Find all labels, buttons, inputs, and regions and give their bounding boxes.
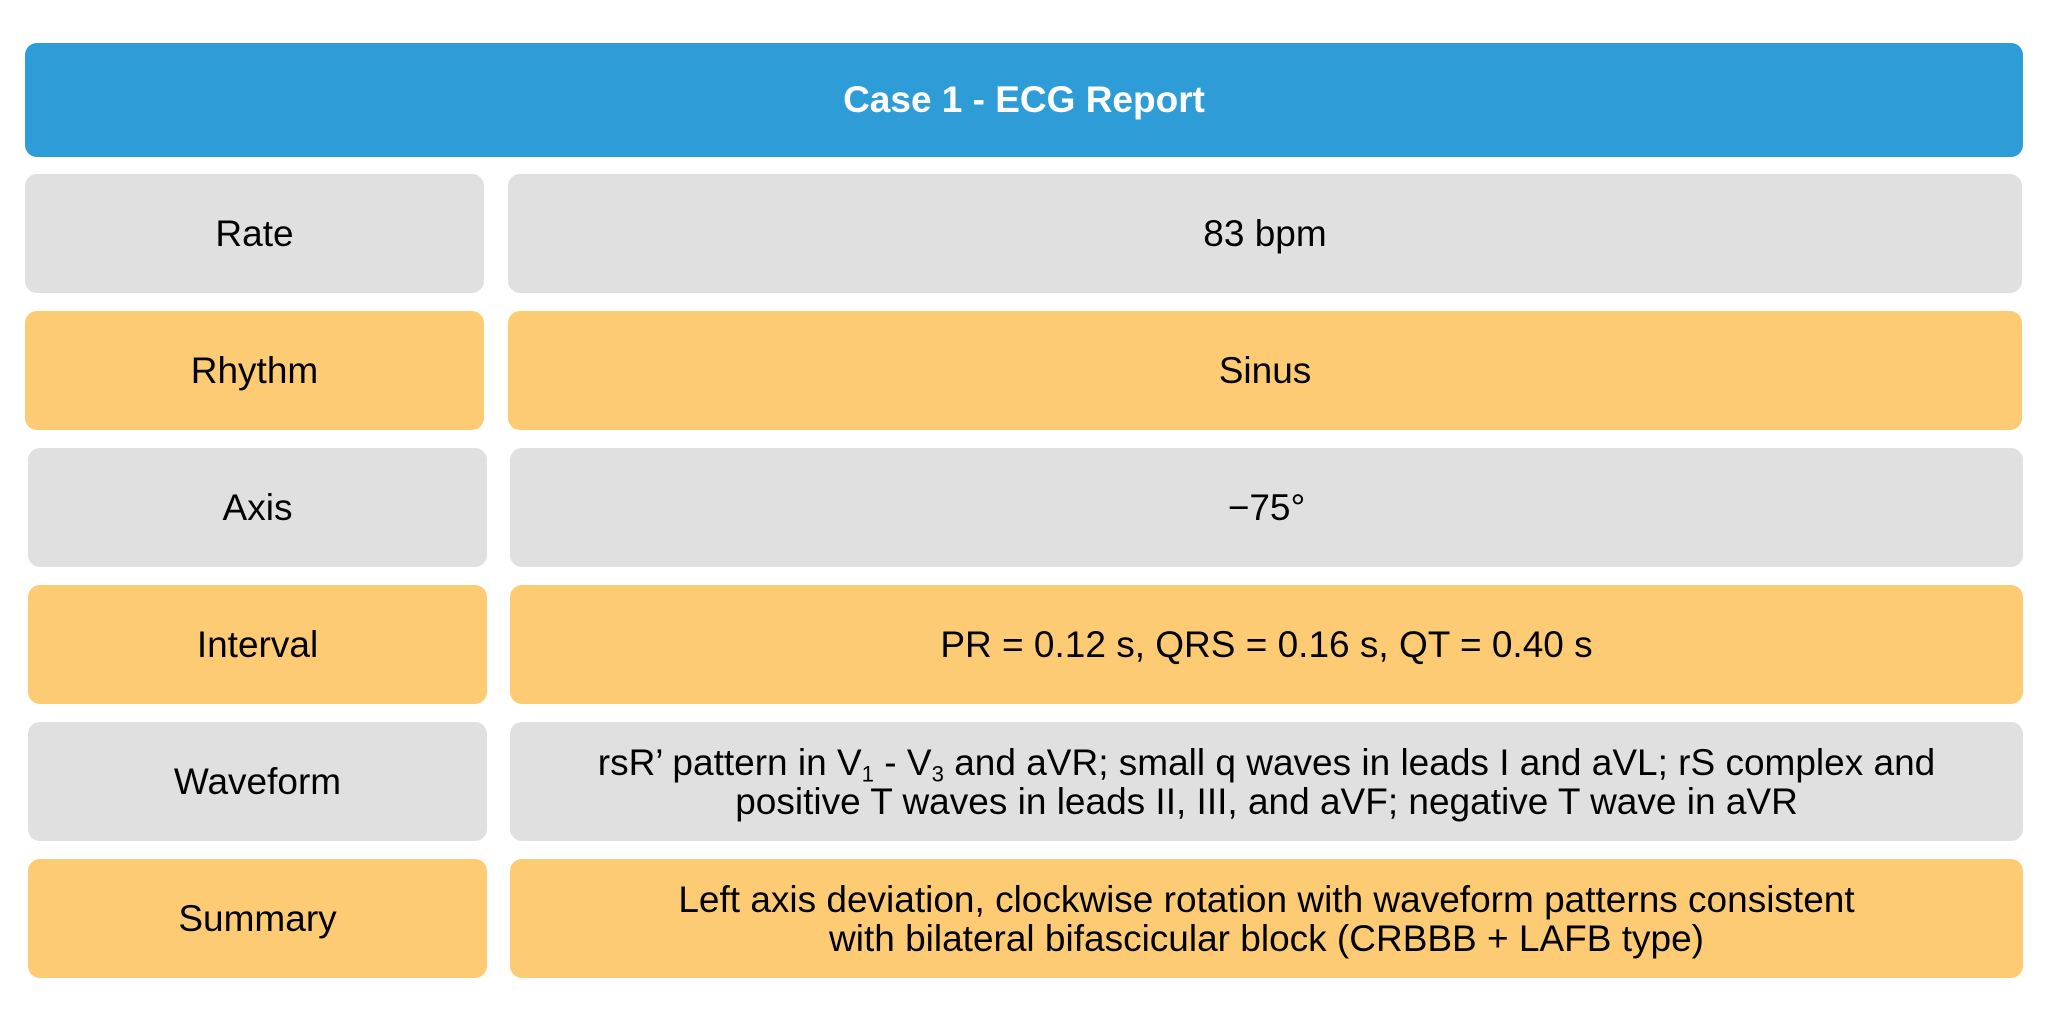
summary-value: Left axis deviation, clockwise rotation … [678, 880, 1854, 958]
waveform-value: rsR’ pattern in V1 - V3 and aVR; small q… [598, 743, 1935, 821]
interval-value-cell: PR = 0.12 s, QRS = 0.16 s, QT = 0.40 s [510, 585, 2023, 704]
rhythm-value: Sinus [1218, 350, 1312, 391]
rate-label: Rate [215, 213, 294, 254]
interval-value: PR = 0.12 s, QRS = 0.16 s, QT = 0.40 s [940, 624, 1593, 665]
waveform-line-2: positive T waves in leads II, III, and a… [735, 780, 1798, 822]
rhythm-label: Rhythm [190, 350, 319, 391]
summary-line-2: with bilateral bifascicular block (CRBBB… [829, 917, 1704, 959]
waveform-label: Waveform [173, 761, 342, 802]
summary-label-cell: Summary [28, 859, 487, 978]
axis-value: −75° [1227, 487, 1306, 528]
axis-label: Axis [222, 487, 293, 528]
rhythm-label-cell: Rhythm [25, 311, 484, 430]
rate-label-cell: Rate [25, 174, 484, 293]
waveform-line-1: rsR’ pattern in V1 - V3 and aVR; small q… [597, 741, 1936, 787]
summary-label: Summary [178, 898, 337, 939]
rhythm-value-cell: Sinus [508, 311, 2022, 430]
rate-value-cell: 83 bpm [508, 174, 2022, 293]
interval-label: Interval [196, 624, 319, 665]
axis-label-cell: Axis [28, 448, 487, 567]
rate-value: 83 bpm [1203, 213, 1327, 254]
waveform-label-cell: Waveform [28, 722, 487, 841]
summary-value-cell: Left axis deviation, clockwise rotation … [510, 859, 2023, 978]
report-title: Case 1 - ECG Report [843, 79, 1205, 120]
waveform-value-cell: rsR’ pattern in V1 - V3 and aVR; small q… [510, 722, 2023, 841]
interval-label-cell: Interval [28, 585, 487, 704]
report-header: Case 1 - ECG Report [25, 43, 2023, 157]
summary-line-1: Left axis deviation, clockwise rotation … [678, 878, 1855, 920]
axis-value-cell: −75° [510, 448, 2023, 567]
